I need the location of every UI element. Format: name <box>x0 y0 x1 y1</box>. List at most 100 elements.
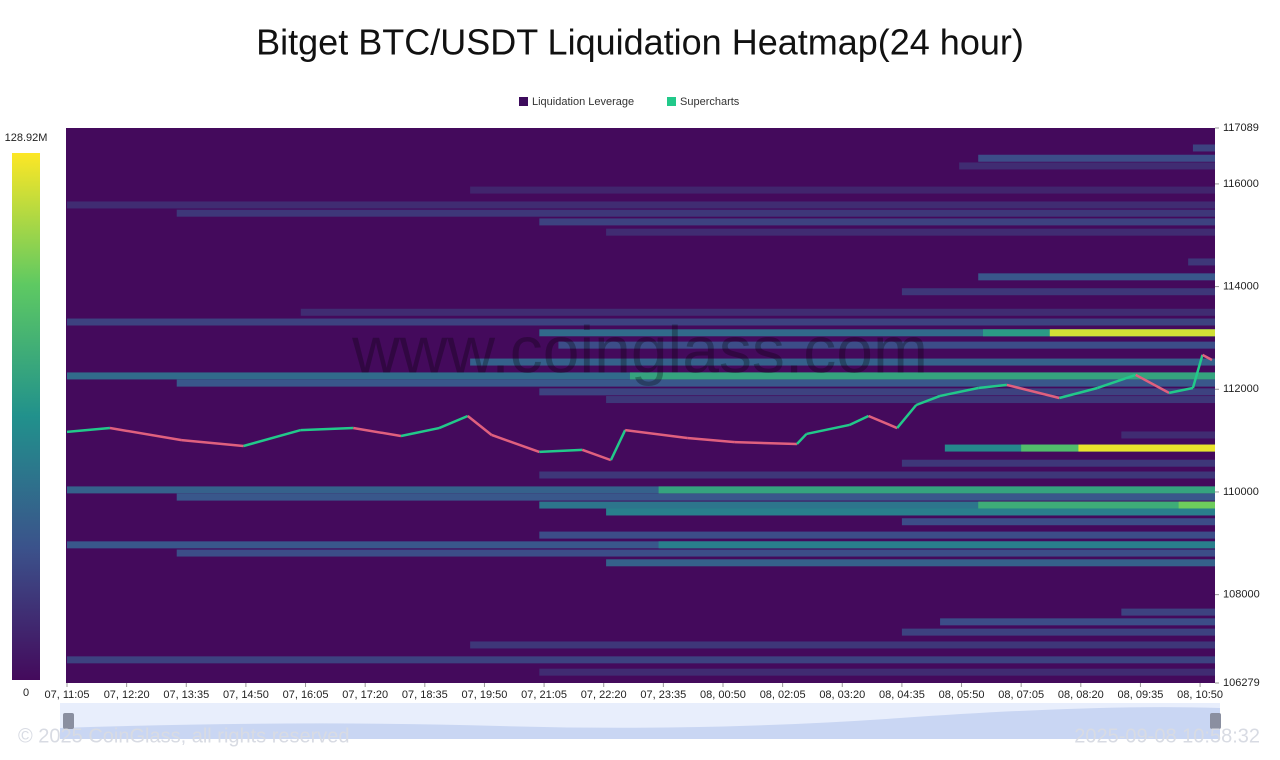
heat-band <box>470 186 1215 194</box>
x-tick-label: 08, 03:20 <box>819 689 865 701</box>
navigator-handle[interactable] <box>63 713 74 729</box>
heat-band <box>539 501 1215 509</box>
price-segment <box>734 440 797 446</box>
x-tick-label: 07, 21:05 <box>521 689 567 701</box>
price-segment <box>353 426 402 438</box>
heat-band <box>606 508 1215 516</box>
heat-band <box>539 388 1215 396</box>
x-tick-label: 07, 19:50 <box>462 689 508 701</box>
y-tick-label: 112000 <box>1223 383 1259 395</box>
heat-band <box>539 471 1215 479</box>
heat-band <box>658 486 1215 494</box>
heat-band <box>606 396 1215 404</box>
x-tick-label: 08, 02:05 <box>760 689 806 701</box>
legend-swatch <box>667 97 676 106</box>
x-tick-label: 08, 07:05 <box>998 689 1044 701</box>
heat-band <box>539 218 1215 226</box>
price-segment <box>1097 373 1137 390</box>
heat-band <box>901 628 1215 636</box>
x-tick-label: 08, 00:50 <box>700 689 746 701</box>
price-segment <box>848 414 870 427</box>
heat-band <box>539 329 1215 337</box>
price-segment <box>978 383 1007 390</box>
heat-band <box>901 288 1215 296</box>
price-segment <box>939 386 979 398</box>
price-segment <box>1191 354 1204 389</box>
x-tick-label: 07, 12:20 <box>104 689 150 701</box>
colorbar-label: 0 <box>23 687 29 699</box>
heat-band <box>606 559 1215 567</box>
x-tick-label: 07, 18:35 <box>402 689 448 701</box>
price-segment <box>181 438 244 448</box>
x-tick-label: 07, 14:50 <box>223 689 269 701</box>
y-tick-label: 117089 <box>1223 122 1259 134</box>
price-segment <box>1201 353 1213 362</box>
price-segment <box>400 426 440 438</box>
price-segment <box>915 394 941 407</box>
heat-band <box>1078 444 1215 452</box>
heat-band <box>470 641 1215 649</box>
price-segment <box>609 429 627 461</box>
y-tick-label: 114000 <box>1223 280 1259 292</box>
watermark: www.coinglass.com <box>351 312 928 386</box>
heat-band <box>67 541 1215 549</box>
heat-band <box>470 358 1215 366</box>
x-tick-label: 08, 05:50 <box>939 689 985 701</box>
x-tick-label: 08, 04:35 <box>879 689 925 701</box>
heat-band <box>176 549 1215 557</box>
heat-band <box>67 318 1215 326</box>
price-segment <box>1059 386 1098 400</box>
y-tick-label: 110000 <box>1223 486 1259 498</box>
heat-band <box>300 308 1215 316</box>
legend-label: Supercharts <box>680 96 740 108</box>
price-segment <box>539 448 583 454</box>
x-tick-label: 08, 08:20 <box>1058 689 1104 701</box>
x-tick-label: 07, 11:05 <box>44 689 89 701</box>
y-tick-label: 106279 <box>1223 677 1260 689</box>
y-tick-label: 116000 <box>1223 178 1259 190</box>
price-segment <box>1168 386 1194 395</box>
price-segment <box>687 436 736 444</box>
copyright: © 2025 CoinGlass, all rights reserved <box>18 725 350 747</box>
heat-band <box>978 501 1215 509</box>
heat-band <box>978 273 1215 281</box>
colorbar <box>12 153 40 680</box>
heat-band <box>978 154 1215 162</box>
heat-band <box>176 379 1215 387</box>
heat-band <box>1192 144 1215 152</box>
price-segment <box>625 428 688 440</box>
heat-band <box>959 162 1215 170</box>
heat-band <box>67 201 1215 209</box>
price-segment <box>109 426 182 442</box>
x-tick-label: 07, 22:20 <box>581 689 627 701</box>
price-segment <box>896 404 918 429</box>
price-segment <box>1006 383 1060 400</box>
heat-band <box>67 656 1215 664</box>
price-segment <box>868 414 898 430</box>
price-segment <box>491 433 540 454</box>
heat-band <box>901 518 1215 526</box>
heat-band <box>1188 258 1215 266</box>
heat-band <box>1121 431 1215 439</box>
colorbar-label: 128.92M <box>5 132 48 144</box>
x-tick-label: 07, 23:35 <box>640 689 686 701</box>
x-tick-label: 07, 16:05 <box>283 689 329 701</box>
timestamp: 2025-09-08 10:58:32 <box>1074 725 1260 747</box>
heat-band <box>539 531 1215 539</box>
x-tick-label: 08, 10:50 <box>1177 689 1223 701</box>
heat-band <box>606 228 1215 236</box>
navigator-handle[interactable] <box>1210 713 1221 729</box>
heat-band <box>901 459 1215 467</box>
heat-band <box>629 372 1215 380</box>
price-segment <box>243 428 302 448</box>
chart-title: Bitget BTC/USDT Liquidation Heatmap(24 h… <box>256 22 1024 63</box>
price-segment <box>806 423 850 436</box>
heat-band <box>176 493 1215 501</box>
heat-band <box>558 341 1215 349</box>
heat-band <box>1178 501 1215 509</box>
heat-band <box>1121 608 1215 616</box>
heat-band <box>940 618 1215 626</box>
price-segment <box>581 448 612 462</box>
x-tick-label: 08, 09:35 <box>1118 689 1164 701</box>
